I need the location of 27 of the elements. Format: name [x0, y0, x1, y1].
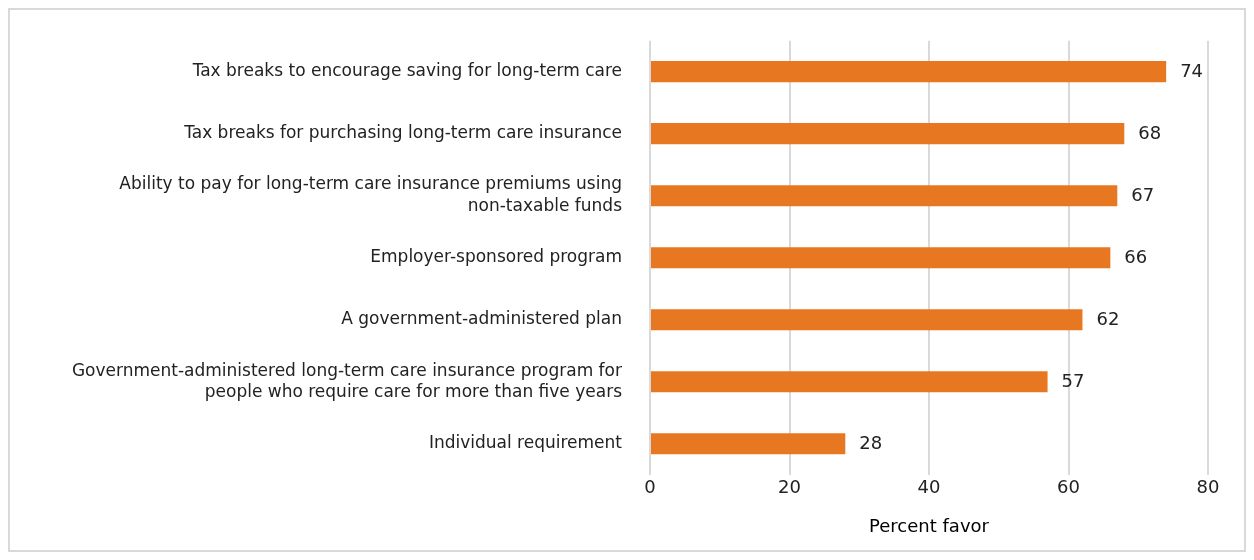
- bar: [651, 61, 1167, 83]
- bar: [651, 123, 1125, 145]
- x-tick-label: 20: [778, 476, 801, 498]
- data-label: 67: [1131, 184, 1155, 206]
- x-tick-label: 40: [917, 476, 941, 498]
- bar: [651, 247, 1111, 269]
- x-tick-label: 0: [644, 476, 656, 498]
- y-tick-label: Ability to pay for long-term care insurance premiums using non-taxable funds: [119, 173, 623, 215]
- x-tick-label: 60: [1057, 476, 1080, 498]
- data-label: 68: [1138, 122, 1162, 144]
- y-tick-label: A government-administered plan: [341, 308, 622, 329]
- data-label: 66: [1124, 246, 1148, 268]
- y-tick-label: Individual requirement: [428, 432, 623, 453]
- data-label: 28: [859, 432, 883, 454]
- y-tick-label: Tax breaks to encourage saving for long-term care: [191, 60, 622, 81]
- bar: [651, 371, 1048, 393]
- x-axis-title: Percent favor: [869, 514, 990, 536]
- bar: [651, 309, 1083, 331]
- y-tick-label: Government-administered long-term care insurance program for people who require care for more than five years: [71, 359, 623, 401]
- data-label: 57: [1061, 370, 1085, 392]
- data-label: 62: [1096, 308, 1120, 330]
- bar: [651, 433, 846, 455]
- bar: [651, 185, 1118, 207]
- data-label: 74: [1180, 60, 1204, 82]
- y-tick-label: Employer-sponsored program: [370, 246, 622, 267]
- x-tick-label: 80: [1196, 476, 1220, 498]
- y-tick-label: Tax breaks for purchasing long-term care insurance: [183, 122, 622, 143]
